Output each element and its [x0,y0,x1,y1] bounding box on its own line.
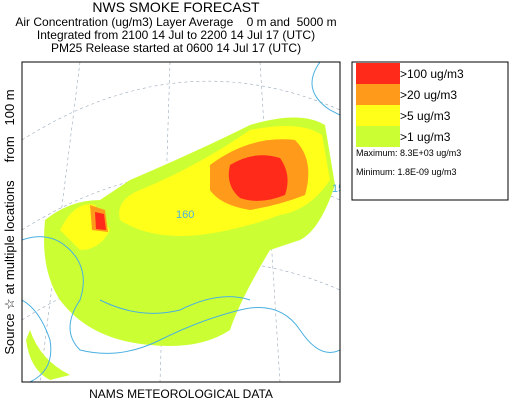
subtitle: PM25 Release started at 0600 14 Jul 17 (… [51,41,301,55]
smoke-plume [26,117,335,380]
map: 160 150 [21,61,350,383]
legend-label: >100 ug/m3 [400,67,464,81]
longitude-label: 150 [332,183,350,195]
legend-swatch [356,126,400,147]
legend: >100 ug/m3 >20 ug/m3 >5 ug/m3 >1 ug/m3 Maxi… [351,61,509,201]
legend-swatch [356,84,400,105]
legend-label: >20 ug/m3 [400,88,457,102]
title: NWS SMOKE FORECAST [92,0,260,15]
subtitle: Air Concentration (ug/m3) Layer Average … [15,15,336,29]
legend-swatch [356,63,400,84]
legend-label: >5 ug/m3 [400,109,451,123]
legend-maximum: Maximum: 8.3E+03 ug/m3 [356,148,461,158]
side-label: Source ☆ at multiple locations from 100 … [2,89,17,354]
coastline [22,62,340,382]
legend-minimum: Minimum: 1.8E-09 ug/m3 [356,167,457,177]
footer: NAMS METEOROLOGICAL DATA [89,387,273,401]
longitude-label: 160 [176,209,194,221]
legend-swatch [356,105,400,126]
legend-label: >1 ug/m3 [400,130,451,144]
subtitle: Integrated from 2100 14 Jul to 2200 14 J… [37,28,315,42]
